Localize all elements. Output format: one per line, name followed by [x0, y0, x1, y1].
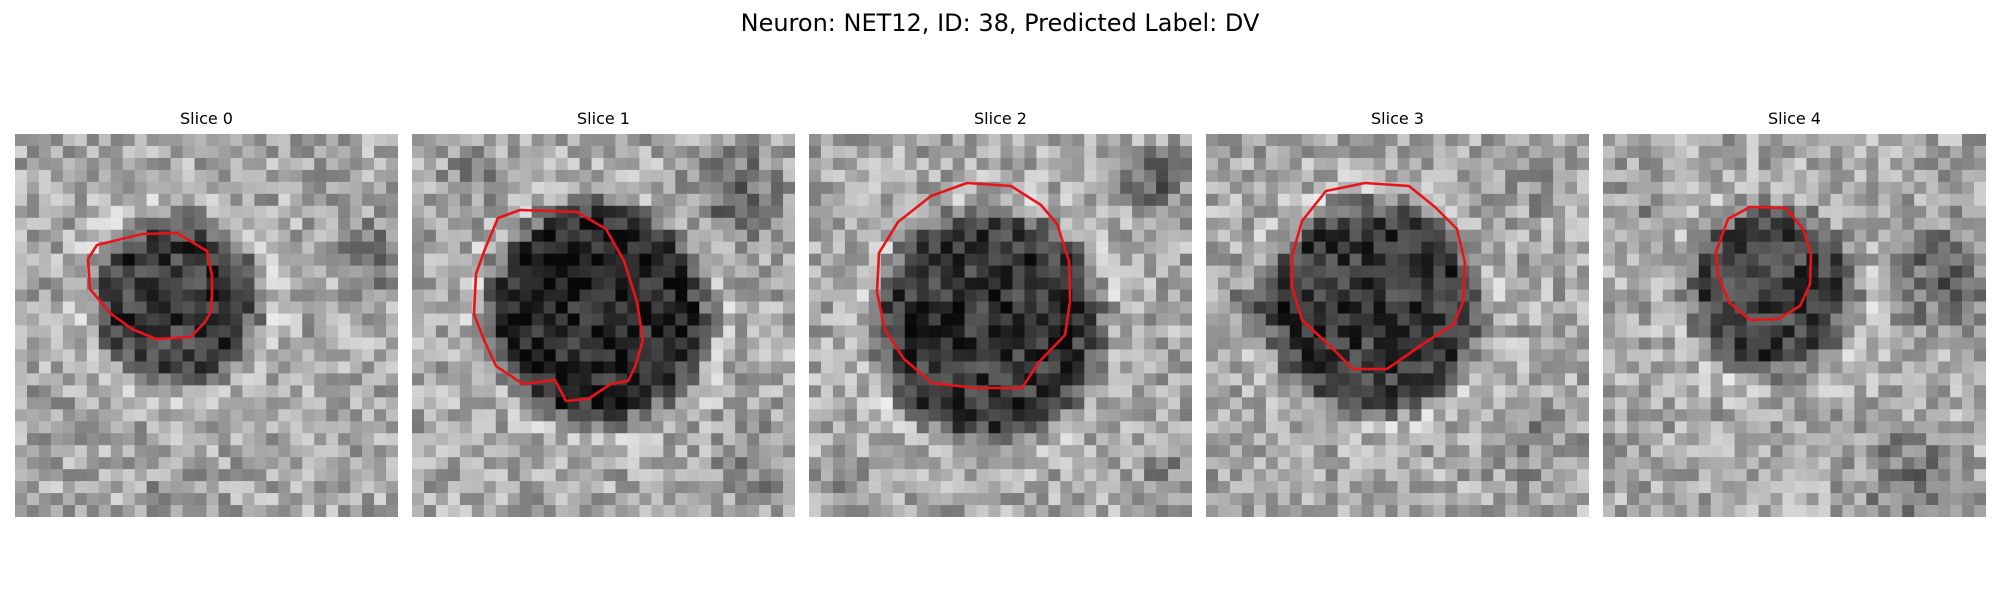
slice-1-title: Slice 1 — [577, 109, 630, 128]
slice-4-contour — [1714, 205, 1813, 322]
slice-3-pixels — [1206, 134, 1589, 517]
slice-3-title: Slice 3 — [1371, 109, 1424, 128]
slice-2-canvas — [809, 134, 1192, 517]
slice-0-title: Slice 0 — [180, 109, 233, 128]
slice-3-contour — [1290, 181, 1467, 371]
figure-title: Neuron: NET12, ID: 38, Predicted Label: … — [740, 9, 1260, 37]
slice-2-pixels — [809, 134, 1192, 517]
slice-1-contour — [472, 208, 645, 403]
slice-0-pixels — [15, 134, 398, 517]
slice-1-canvas — [412, 134, 795, 517]
slice-1-pixels — [412, 134, 795, 517]
slice-4-image — [1603, 134, 1986, 517]
slice-2-contour — [875, 181, 1072, 390]
slice-4-canvas — [1603, 134, 1986, 517]
slice-4-pixels — [1603, 134, 1986, 517]
slice-0-image — [15, 134, 398, 517]
slice-2-title: Slice 2 — [974, 109, 1027, 128]
slice-4-title: Slice 4 — [1768, 109, 1821, 128]
slice-3-image — [1206, 134, 1589, 517]
slice-2-image — [809, 134, 1192, 517]
slice-0-contour — [86, 231, 214, 341]
slice-1-image — [412, 134, 795, 517]
slice-0-canvas — [15, 134, 398, 517]
slice-3-canvas — [1206, 134, 1589, 517]
